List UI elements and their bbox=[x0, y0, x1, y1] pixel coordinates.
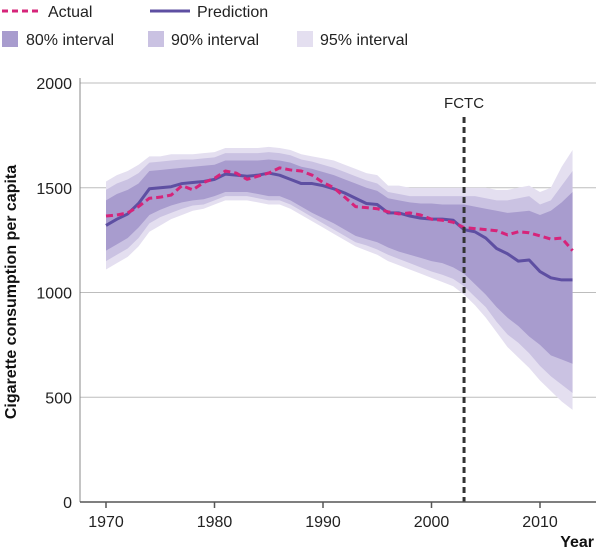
band-80-interval bbox=[106, 159, 573, 364]
legend-prediction-label: Prediction bbox=[197, 4, 268, 21]
y-tick-label: 2000 bbox=[36, 76, 72, 93]
interval-bands bbox=[106, 146, 573, 410]
annotations: FCTC bbox=[444, 95, 484, 502]
legend: Actual Prediction 80% interval 90% inter… bbox=[2, 4, 408, 49]
y-tick-label: 1000 bbox=[36, 286, 72, 303]
series-lines bbox=[105, 166, 574, 282]
y-axis-label: Cigarette consumption per capita bbox=[3, 165, 20, 419]
x-tick-label: 2000 bbox=[414, 514, 450, 531]
series-line-actual bbox=[105, 166, 574, 252]
legend-90-swatch-icon bbox=[148, 31, 164, 47]
legend-90-label: 90% interval bbox=[171, 32, 259, 49]
legend-80-label: 80% interval bbox=[26, 32, 114, 49]
x-tick-label: 1970 bbox=[88, 514, 124, 531]
y-tick-label: 1500 bbox=[36, 181, 72, 198]
y-tick-label: 0 bbox=[63, 495, 72, 512]
x-tick-label: 1980 bbox=[197, 514, 233, 531]
legend-95-label: 95% interval bbox=[320, 32, 408, 49]
x-axis-label: Year bbox=[560, 534, 594, 551]
legend-95-swatch-icon bbox=[297, 31, 313, 47]
x-tick-label: 2010 bbox=[522, 514, 558, 531]
legend-actual-label: Actual bbox=[48, 4, 92, 21]
x-tick-label: 1990 bbox=[305, 514, 341, 531]
legend-80-swatch-icon bbox=[2, 31, 18, 47]
y-tick-label: 500 bbox=[45, 390, 72, 407]
axes bbox=[79, 78, 596, 503]
annotation-label: FCTC bbox=[444, 95, 484, 112]
tick-labels: 0 500 1000 1500 2000 1970 1980 1990 2000 2010 bbox=[36, 76, 557, 531]
